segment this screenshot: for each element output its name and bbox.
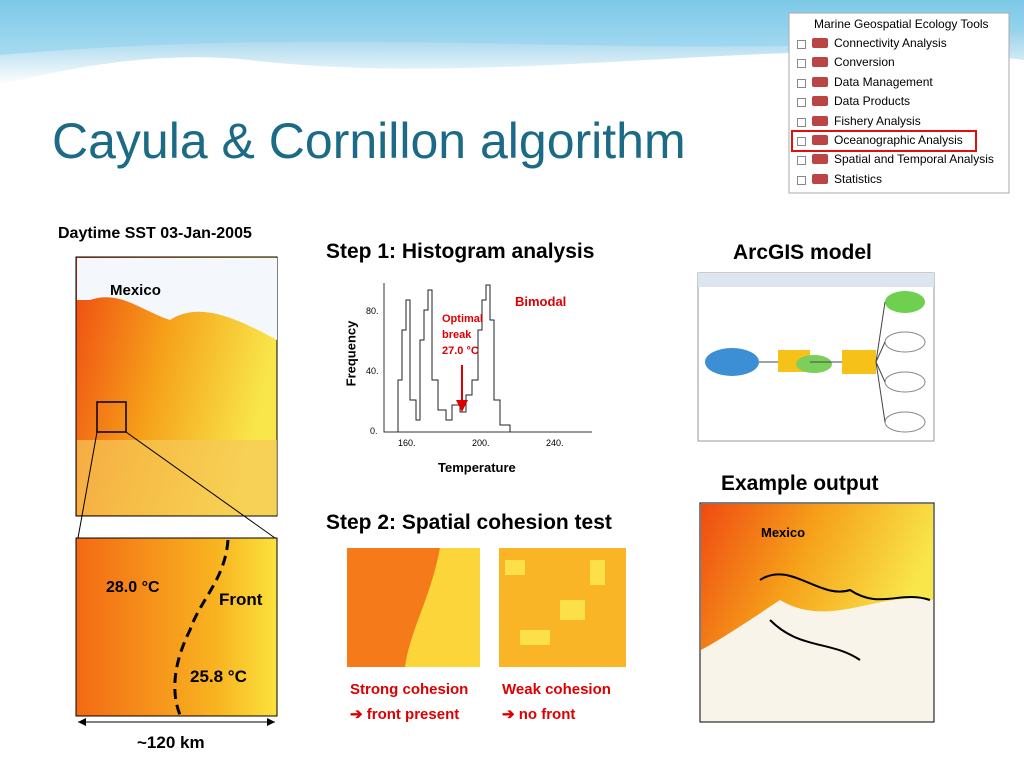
zoom-line <box>125 431 276 539</box>
break-label: break <box>442 329 472 341</box>
toolbox-icon <box>812 57 828 68</box>
model-node <box>884 371 926 393</box>
toolbox-icon <box>812 38 828 48</box>
zoom-box <box>96 401 127 433</box>
example-map-label: Mexico <box>761 525 806 540</box>
toolbox-item[interactable]: Data Management <box>834 74 933 89</box>
land <box>77 258 277 340</box>
toolbox-item[interactable]: Connectivity Analysis <box>834 36 947 50</box>
step2-title: Step 2: Spatial cohesion test <box>326 511 612 534</box>
expand-icon[interactable] <box>797 40 806 49</box>
histogram-image <box>340 278 592 452</box>
highlight-box <box>791 130 977 152</box>
expand-icon[interactable] <box>797 175 806 185</box>
strong-label: ➔ front present <box>350 706 460 723</box>
bimodal-label: Bimodal <box>515 294 567 309</box>
toolbox-item[interactable]: Statistics <box>834 171 883 186</box>
model-node <box>842 350 876 374</box>
toolbox-item[interactable]: Spatial and Temporal Analysis <box>834 152 994 167</box>
map-label: Mexico <box>110 282 161 299</box>
toolbox-item[interactable]: Oceanographic Analysis <box>834 133 963 147</box>
model-node <box>705 348 759 376</box>
x-tick-label: 160. <box>398 438 416 448</box>
scale-label: ~120 km <box>137 733 205 752</box>
weak-cohesion-patches <box>505 560 605 645</box>
example-sst <box>701 504 933 650</box>
break-label: Optimal <box>442 313 483 325</box>
header-wave <box>0 0 1024 55</box>
zoom-line <box>77 431 98 539</box>
expand-icon[interactable] <box>797 78 806 88</box>
cool-temp: 25.8 °C <box>190 667 247 686</box>
x-tick-label: 200. <box>472 438 490 448</box>
x-tick-label: 240. <box>546 438 564 448</box>
break-arrow-head <box>456 400 468 412</box>
histogram-bars <box>397 284 511 432</box>
expand-icon[interactable] <box>797 137 806 146</box>
expand-icon[interactable] <box>797 156 806 166</box>
step1-title: Step 1: Histogram analysis <box>326 240 595 263</box>
y-tick-label: 0. <box>370 426 378 436</box>
model-node <box>884 411 926 433</box>
histogram-axes <box>383 283 592 433</box>
toolbox-icon <box>812 96 828 107</box>
strong-cohesion-warm <box>405 548 480 667</box>
model-node <box>885 291 925 313</box>
x-axis-label: Temperature <box>438 460 516 475</box>
expand-icon[interactable] <box>797 98 806 108</box>
sst-title: Daytime SST 03-Jan-2005 <box>58 225 252 242</box>
weak-label: Weak cohesion <box>502 681 611 698</box>
weak-label: ➔ no front <box>502 706 576 723</box>
toolbox-icon <box>812 115 828 126</box>
slide-title: Cayula & Cornillon algorithm <box>52 113 686 169</box>
example-fronts <box>759 573 931 661</box>
toolbox-root: Marine Geospatial Ecology Tools <box>814 17 989 31</box>
expand-icon[interactable] <box>797 117 806 127</box>
toolbox-item[interactable]: Data Products <box>834 94 911 109</box>
arcgis-toolbar <box>698 273 934 287</box>
model-links <box>759 301 886 423</box>
strong-label: Strong cohesion <box>350 681 469 698</box>
front-line <box>173 539 230 716</box>
y-tick-label: 40. <box>366 366 379 376</box>
warm-temp: 28.0 °C <box>106 579 160 596</box>
toolbox-icon <box>812 154 828 165</box>
toolbox-icon <box>812 135 828 145</box>
model-node <box>884 331 926 353</box>
y-axis-label: Frequency <box>343 320 359 387</box>
arcgis-title: ArcGIS model <box>733 241 872 264</box>
toolbox-icon <box>812 173 828 184</box>
toolbox-icon <box>812 76 828 87</box>
y-tick-label: 80. <box>366 306 379 316</box>
toolbox-item[interactable]: Conversion <box>834 55 895 70</box>
break-label: 27.0 °C <box>442 345 479 357</box>
front-label: Front <box>219 590 263 609</box>
zoom-map <box>75 537 278 717</box>
model-node <box>796 355 832 373</box>
example-title: Example output <box>721 472 879 495</box>
cloud-area <box>77 440 277 515</box>
expand-icon[interactable] <box>797 59 806 69</box>
toolbox-item[interactable]: Fishery Analysis <box>834 113 921 128</box>
